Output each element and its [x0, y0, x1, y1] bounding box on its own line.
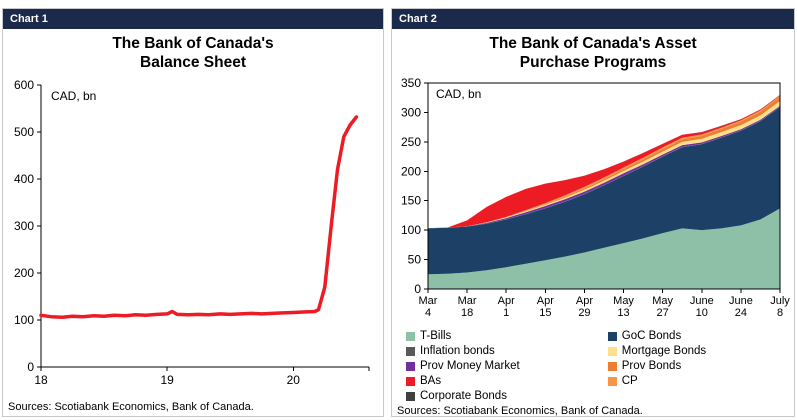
- x-tick-label: July 8: [770, 295, 790, 319]
- chart1-axis-unit-label: CAD, bn: [51, 88, 97, 103]
- chart1-header-label: Chart 1: [10, 13, 48, 25]
- y-tick-label: 200: [14, 266, 34, 280]
- x-tick-label: Apr 29: [576, 295, 593, 319]
- chart2-svg: 0 50 100 150 200 250 300 350 Mar 4 Mar 18 Apr 1 Apr 15 A…: [401, 76, 790, 319]
- x-tick-label: June 24: [729, 295, 753, 319]
- legend-item-cp: CP: [607, 374, 794, 388]
- y-tick-label: 350: [401, 76, 421, 90]
- legend-swatch: [607, 361, 617, 371]
- chart1-svg: 0 100 200 300 400 500 600 18 19 20: [14, 78, 370, 387]
- legend-swatch: [607, 376, 617, 386]
- area-goc-bonds: [428, 106, 780, 275]
- legend-col-right: GoC Bonds Mortgage Bonds Prov Bonds CP: [607, 329, 794, 403]
- legend-item-inflation-bonds: Inflation bonds: [406, 345, 608, 358]
- x-tick-label: Apr 15: [537, 295, 554, 319]
- legend-swatch: [607, 331, 617, 341]
- chart1-title-line2: Balance Sheet: [140, 54, 246, 72]
- chart2-plot-area: 0 50 100 150 200 250 300 350 Mar 4 Mar 18 Apr 1 Apr 15 A…: [392, 75, 794, 328]
- legend-item-prov-bonds: Prov Bonds: [607, 359, 794, 373]
- legend-item-goc-bonds: GoC Bonds: [607, 329, 794, 343]
- area-t-bills: [428, 208, 780, 289]
- x-tick-label: 19: [160, 373, 174, 387]
- chart1-title: The Bank of Canada's Balance Sheet: [3, 34, 383, 73]
- y-tick-label: 100: [14, 313, 34, 327]
- x-tick-label: June 10: [690, 295, 714, 319]
- legend-swatch: [406, 361, 415, 371]
- y-tick-label: 0: [414, 282, 421, 296]
- legend-swatch: [607, 346, 617, 356]
- area-bas: [428, 94, 780, 228]
- chart2-title: The Bank of Canada's Asset Purchase Prog…: [392, 34, 794, 73]
- legend-label: T-Bills: [420, 329, 452, 342]
- chart2-header-bar: Chart 2: [392, 9, 794, 29]
- legend-swatch: [406, 331, 415, 341]
- y-tick-label: 300: [14, 219, 34, 233]
- legend-col-left: T-Bills Inflation bonds Prov Money Market B…: [406, 330, 608, 403]
- y-tick-label: 300: [401, 105, 421, 119]
- y-tick-label: 100: [401, 223, 421, 237]
- x-tick-label: 20: [287, 373, 301, 387]
- chart2-source: Sources: Scotiabank Economics, Bank of C…: [397, 404, 643, 417]
- y-tick-label: 400: [14, 172, 34, 186]
- balance-sheet-line: [39, 115, 359, 319]
- legend-item-bas: BAs: [406, 375, 608, 388]
- x-tick-label: May 13: [613, 295, 634, 319]
- legend-label: CP: [621, 374, 638, 387]
- legend-label: BAs: [420, 374, 442, 387]
- chart1-plot-area: 0 100 200 300 400 500 600 18 19 20 CAD, bn: [3, 75, 383, 398]
- y-tick-label: 600: [14, 78, 34, 92]
- legend-item-mortgage-bonds: Mortgage Bonds: [607, 344, 794, 358]
- x-tick-label: 18: [34, 373, 48, 387]
- chart1-header-bar: Chart 1: [3, 9, 383, 29]
- legend-item-t-bills: T-Bills: [406, 330, 608, 343]
- chart2-title-line2: Purchase Programs: [519, 54, 667, 72]
- legend-item-corporate-bonds: Corporate Bonds: [406, 390, 608, 403]
- y-tick-label: 250: [401, 135, 421, 149]
- x-tick-label: Mar 4: [419, 295, 438, 319]
- legend-label: GoC Bonds: [621, 329, 682, 342]
- legend-swatch: [406, 346, 415, 356]
- chart2-legend: T-Bills Inflation bonds Prov Money Market B…: [406, 330, 794, 403]
- x-tick-label: May 27: [652, 295, 673, 319]
- chart2-title-line1: The Bank of Canada's Asset: [489, 35, 697, 52]
- chart2-panel: Chart 2 The Bank of Canada's Asset Purch…: [391, 8, 795, 417]
- legend-swatch: [406, 391, 415, 401]
- legend-swatch: [406, 376, 415, 386]
- legend-item-prov-money-market: Prov Money Market: [406, 360, 608, 373]
- y-tick-label: 50: [408, 252, 422, 266]
- legend-label: Corporate Bonds: [420, 389, 507, 402]
- y-tick-label: 500: [14, 125, 34, 139]
- chart2-axis-unit-label: CAD, bn: [436, 86, 482, 101]
- y-tick-label: 200: [401, 164, 421, 178]
- chart1-panel: Chart 1 The Bank of Canada's Balance She…: [2, 8, 384, 417]
- y-tick-label: 150: [401, 193, 421, 207]
- legend-label: Prov Money Market: [420, 359, 520, 372]
- y-tick-label: 0: [27, 360, 34, 374]
- chart1-title-line1: The Bank of Canada's: [112, 35, 274, 52]
- chart2-header-label: Chart 2: [399, 13, 437, 25]
- chart1-source: Sources: Scotiabank Economics, Bank of C…: [8, 401, 254, 413]
- x-tick-label: Apr 1: [498, 295, 515, 319]
- plot-frame: [427, 82, 781, 290]
- legend-label: Mortgage Bonds: [621, 344, 707, 357]
- legend-label: Prov Bonds: [621, 359, 682, 372]
- x-tick-label: Mar 18: [458, 295, 477, 319]
- legend-label: Inflation bonds: [420, 344, 495, 357]
